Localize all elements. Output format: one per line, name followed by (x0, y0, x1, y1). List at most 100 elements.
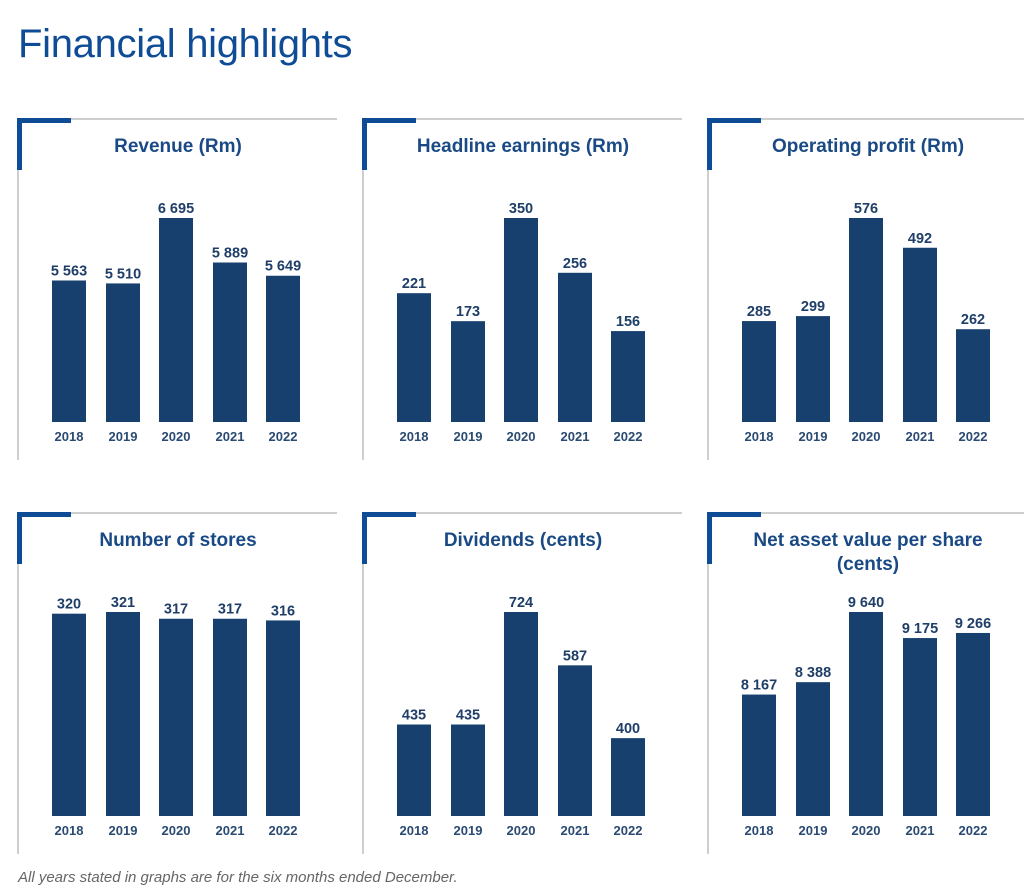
bar-2020 (159, 618, 193, 816)
bar-2022 (611, 331, 645, 422)
bar-chart-net-asset-value: 8 167 2018 8 388 2019 9 640 2020 9 175 2021 9 26… (741, 595, 991, 838)
data-label-2020: 9 640 (848, 595, 884, 611)
corner-accent-horizontal (362, 118, 416, 123)
data-label-2019: 321 (111, 595, 135, 611)
corner-accent-vertical (362, 512, 367, 564)
bar-2021 (903, 247, 937, 422)
bar-2019 (106, 283, 140, 422)
x-tick-label-2019: 2019 (454, 429, 483, 444)
data-label-2019: 5 510 (105, 266, 141, 282)
corner-accent-vertical (707, 512, 712, 564)
bar-2020 (504, 218, 538, 422)
page-title: Financial highlights (18, 22, 353, 66)
x-tick-label-2020: 2020 (852, 429, 881, 444)
x-tick-label-2022: 2022 (959, 429, 988, 444)
bar-2018 (397, 293, 431, 422)
footnote: All years stated in graphs are for the s… (18, 869, 458, 886)
x-tick-label-2022: 2022 (269, 823, 298, 838)
corner-accent-vertical (17, 512, 22, 564)
corner-accent-horizontal (362, 512, 416, 517)
data-label-2022: 9 266 (955, 616, 991, 632)
x-tick-label-2022: 2022 (269, 429, 298, 444)
bar-2019 (106, 612, 140, 816)
bar-2021 (558, 665, 592, 816)
chart-panel-number-of-stores: Number of stores 320 2018 321 2019 317 2020 31… (17, 512, 337, 854)
panel-top-rule (707, 118, 1024, 120)
data-label-2021: 317 (218, 602, 242, 618)
chart-title: Headline earnings (Rm) (416, 136, 630, 157)
data-label-2020: 724 (509, 595, 533, 611)
bar-chart-dividends: 435 2018 435 2019 724 2020 587 2021 400 2022 (397, 595, 645, 838)
panel-left-rule (362, 512, 364, 854)
x-tick-label-2019: 2019 (109, 823, 138, 838)
bar-2020 (849, 218, 883, 422)
bar-2019 (451, 321, 485, 422)
bar-2018 (742, 321, 776, 422)
data-label-2021: 9 175 (902, 621, 938, 637)
corner-accent-vertical (707, 118, 712, 170)
chart-panel-operating-profit: Operating profit (Rm) 285 2018 299 2019 576 2… (707, 118, 1024, 460)
bar-2018 (742, 694, 776, 816)
bar-2022 (611, 738, 645, 816)
bar-2022 (956, 329, 990, 422)
data-label-2020: 317 (164, 602, 188, 618)
x-tick-label-2020: 2020 (852, 823, 881, 838)
chart-title: Dividends (cents) (443, 530, 603, 551)
panel-top-rule (17, 118, 337, 120)
x-tick-label-2020: 2020 (162, 429, 191, 444)
corner-accent-horizontal (707, 512, 761, 517)
x-tick-label-2018: 2018 (400, 823, 429, 838)
data-label-2020: 576 (854, 201, 878, 217)
bar-chart-headline-earnings: 221 2018 173 2019 350 2020 256 2021 156 2022 (397, 201, 645, 444)
chart-panel-net-asset-value: Net asset value per share (cents) 8 167 2… (707, 512, 1024, 854)
data-label-2020: 350 (509, 201, 533, 217)
bar-2021 (558, 272, 592, 422)
bar-2020 (504, 612, 538, 816)
data-label-2019: 299 (801, 299, 825, 315)
chart-title-line: (cents) (836, 554, 900, 575)
data-label-2021: 256 (563, 256, 587, 272)
x-tick-label-2021: 2021 (906, 823, 935, 838)
data-label-2021: 492 (908, 231, 932, 247)
bar-2019 (451, 724, 485, 816)
corner-accent-horizontal (17, 512, 71, 517)
bar-chart-revenue: 5 563 2018 5 510 2019 6 695 2020 5 889 2021 5 64… (51, 201, 301, 444)
x-tick-label-2018: 2018 (400, 429, 429, 444)
chart-panel-dividends: Dividends (cents) 435 2018 435 2019 724 2020 5… (362, 512, 682, 854)
x-tick-label-2022: 2022 (614, 823, 643, 838)
bar-2019 (796, 316, 830, 422)
x-tick-label-2018: 2018 (745, 823, 774, 838)
x-tick-label-2022: 2022 (959, 823, 988, 838)
corner-accent-vertical (17, 118, 22, 170)
chart-title: Number of stores (99, 530, 257, 551)
x-tick-label-2018: 2018 (55, 429, 84, 444)
x-tick-label-2021: 2021 (561, 823, 590, 838)
data-label-2018: 221 (402, 276, 426, 292)
data-label-2022: 400 (616, 721, 640, 737)
data-label-2020: 6 695 (158, 201, 194, 217)
bar-2022 (266, 620, 300, 816)
bar-2022 (266, 275, 300, 422)
x-tick-label-2021: 2021 (906, 429, 935, 444)
panel-left-rule (707, 118, 709, 460)
bar-2019 (796, 682, 830, 816)
data-label-2019: 173 (456, 304, 480, 320)
bar-2018 (52, 613, 86, 816)
x-tick-label-2020: 2020 (162, 823, 191, 838)
chart-panel-revenue: Revenue (Rm) 5 563 2018 5 510 2019 6 695 2020… (17, 118, 337, 460)
data-label-2018: 285 (747, 304, 771, 320)
panel-top-rule (362, 118, 682, 120)
x-tick-label-2019: 2019 (454, 823, 483, 838)
bar-chart-number-of-stores: 320 2018 321 2019 317 2020 317 2021 316 2022 (52, 595, 300, 838)
data-label-2021: 5 889 (212, 245, 248, 261)
data-label-2018: 8 167 (741, 678, 777, 694)
bar-2020 (849, 612, 883, 816)
data-label-2018: 5 563 (51, 263, 87, 279)
chart-panel-headline-earnings: Headline earnings (Rm) 221 2018 173 2019 350… (362, 118, 682, 460)
bar-2022 (956, 632, 990, 816)
data-label-2022: 156 (616, 314, 640, 330)
corner-accent-vertical (362, 118, 367, 170)
panel-top-rule (362, 512, 682, 514)
x-tick-label-2019: 2019 (109, 429, 138, 444)
x-tick-label-2018: 2018 (55, 823, 84, 838)
